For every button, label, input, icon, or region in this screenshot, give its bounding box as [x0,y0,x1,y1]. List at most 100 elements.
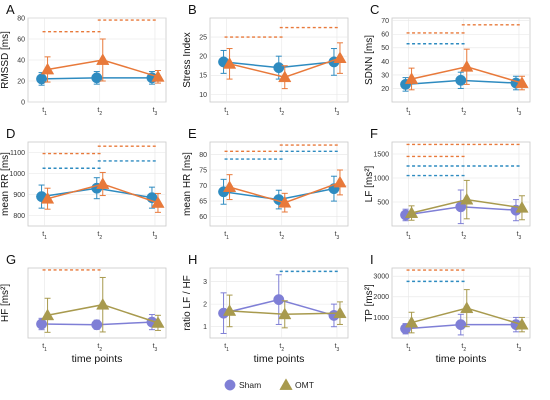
y-tick-label: 30 [381,72,389,79]
data-point [333,51,347,63]
data-point [273,62,285,74]
y-axis-label: SDNN [ms] [364,35,375,85]
y-tick-label: 60 [199,214,207,221]
data-point [278,195,292,208]
y-tick-label: 80 [17,15,25,22]
x-tick-label: t3 [153,107,158,117]
y-tick-label: 1000 [373,175,389,182]
series-triangle [40,276,165,333]
legend: Sham OMT [224,378,314,391]
panel-letter: D [6,126,15,141]
panel-letter: A [6,2,15,17]
panel-b: 10 15 20 25 t1 t2 t3 B Stress Index [182,2,349,117]
x-tick-label: t2 [461,343,466,353]
x-tick-label: t1 [42,107,47,117]
panel-a: 0 20 40 60 80 t1 t2 t3 A RMSSD [ms] [0,2,167,117]
x-tick-label: t2 [279,343,284,353]
panel-i: 1000 2000 3000 t1 t2 t3 I TP [ms²] [364,252,531,353]
data-point [515,317,529,330]
panel-letter: C [370,2,379,17]
data-point [222,180,237,193]
y-axis-label: LF [ms²] [364,165,375,202]
data-point [278,70,292,83]
data-point [36,318,48,330]
y-tick-label: 1500 [373,151,389,158]
data-point [333,306,347,319]
x-axis-label: time points [436,353,487,365]
legend-item-omt: OMT [279,378,314,390]
panel-letter: B [188,2,197,17]
data-point [404,315,419,328]
data-point [460,60,474,72]
series-circle [218,175,340,210]
y-tick-label: 60 [381,32,389,39]
x-tick-label: t3 [335,107,340,117]
x-tick-label: t1 [224,343,229,353]
data-point [222,304,237,316]
x-tick-label: t3 [517,231,522,241]
y-tick-label: 1000 [373,315,389,322]
data-point [91,72,103,84]
panel-letter: F [370,126,378,141]
data-point [404,72,419,84]
data-point [460,192,474,205]
data-point [40,191,55,204]
y-tick-label: 25 [199,34,207,41]
y-tick-label: 1 [203,324,207,331]
y-axis-label: TP [ms²] [364,284,375,322]
x-tick-label: t2 [461,231,466,241]
data-point [515,76,529,88]
x-tick-label: t2 [279,107,284,117]
panel-g: t1 t2 t3 G HF [ms²] [0,252,167,353]
legend-marker [279,378,293,390]
y-tick-label: 500 [377,199,389,206]
x-tick-label: t3 [517,343,522,353]
data-point [151,316,165,328]
y-tick-label: 75 [199,167,207,174]
y-tick-label: 3000 [373,274,389,281]
data-point [96,53,110,65]
x-axis-label: time points [72,353,123,365]
y-axis-label: mean HR [ms] [182,152,193,216]
series-triangle [404,179,529,221]
panel-letter: E [188,126,197,141]
series-circle [218,274,340,334]
plot-area [209,141,349,227]
series-triangle [40,171,165,213]
y-tick-label: 10 [199,92,207,99]
data-point [222,57,237,69]
y-tick-label: 1100 [10,150,25,157]
y-tick-label: 900 [13,192,25,199]
series-triangle [222,294,347,329]
data-point [151,196,165,208]
series-triangle [404,289,529,334]
x-tick-label: t1 [224,107,229,117]
x-tick-label: t3 [153,343,158,353]
y-tick-label: 20 [199,54,207,61]
y-tick-label: 20 [381,86,389,93]
y-tick-label: 60 [17,36,25,43]
series-triangle [222,42,347,90]
y-tick-label: 0 [21,99,25,106]
x-tick-label: t1 [406,107,411,117]
series-triangle [404,48,529,91]
x-tick-label: t1 [406,231,411,241]
panel-letter: G [6,252,16,267]
x-axis-label: time points [254,353,305,365]
panel-letter: I [370,252,374,267]
y-tick-label: 3 [203,279,207,286]
series-triangle [222,169,347,213]
y-tick-label: 65 [199,199,207,206]
y-tick-label: 70 [199,183,207,190]
x-tick-label: t2 [461,107,466,117]
panel-letter: H [188,252,197,267]
data-point [40,62,55,75]
series-triangle [40,38,165,84]
panel-f: 500 1000 1500 t1 t2 t3 F LF [ms²] [364,126,531,241]
y-tick-label: 40 [17,57,25,64]
y-tick-label: 20 [17,78,25,85]
y-tick-label: 15 [199,73,207,80]
